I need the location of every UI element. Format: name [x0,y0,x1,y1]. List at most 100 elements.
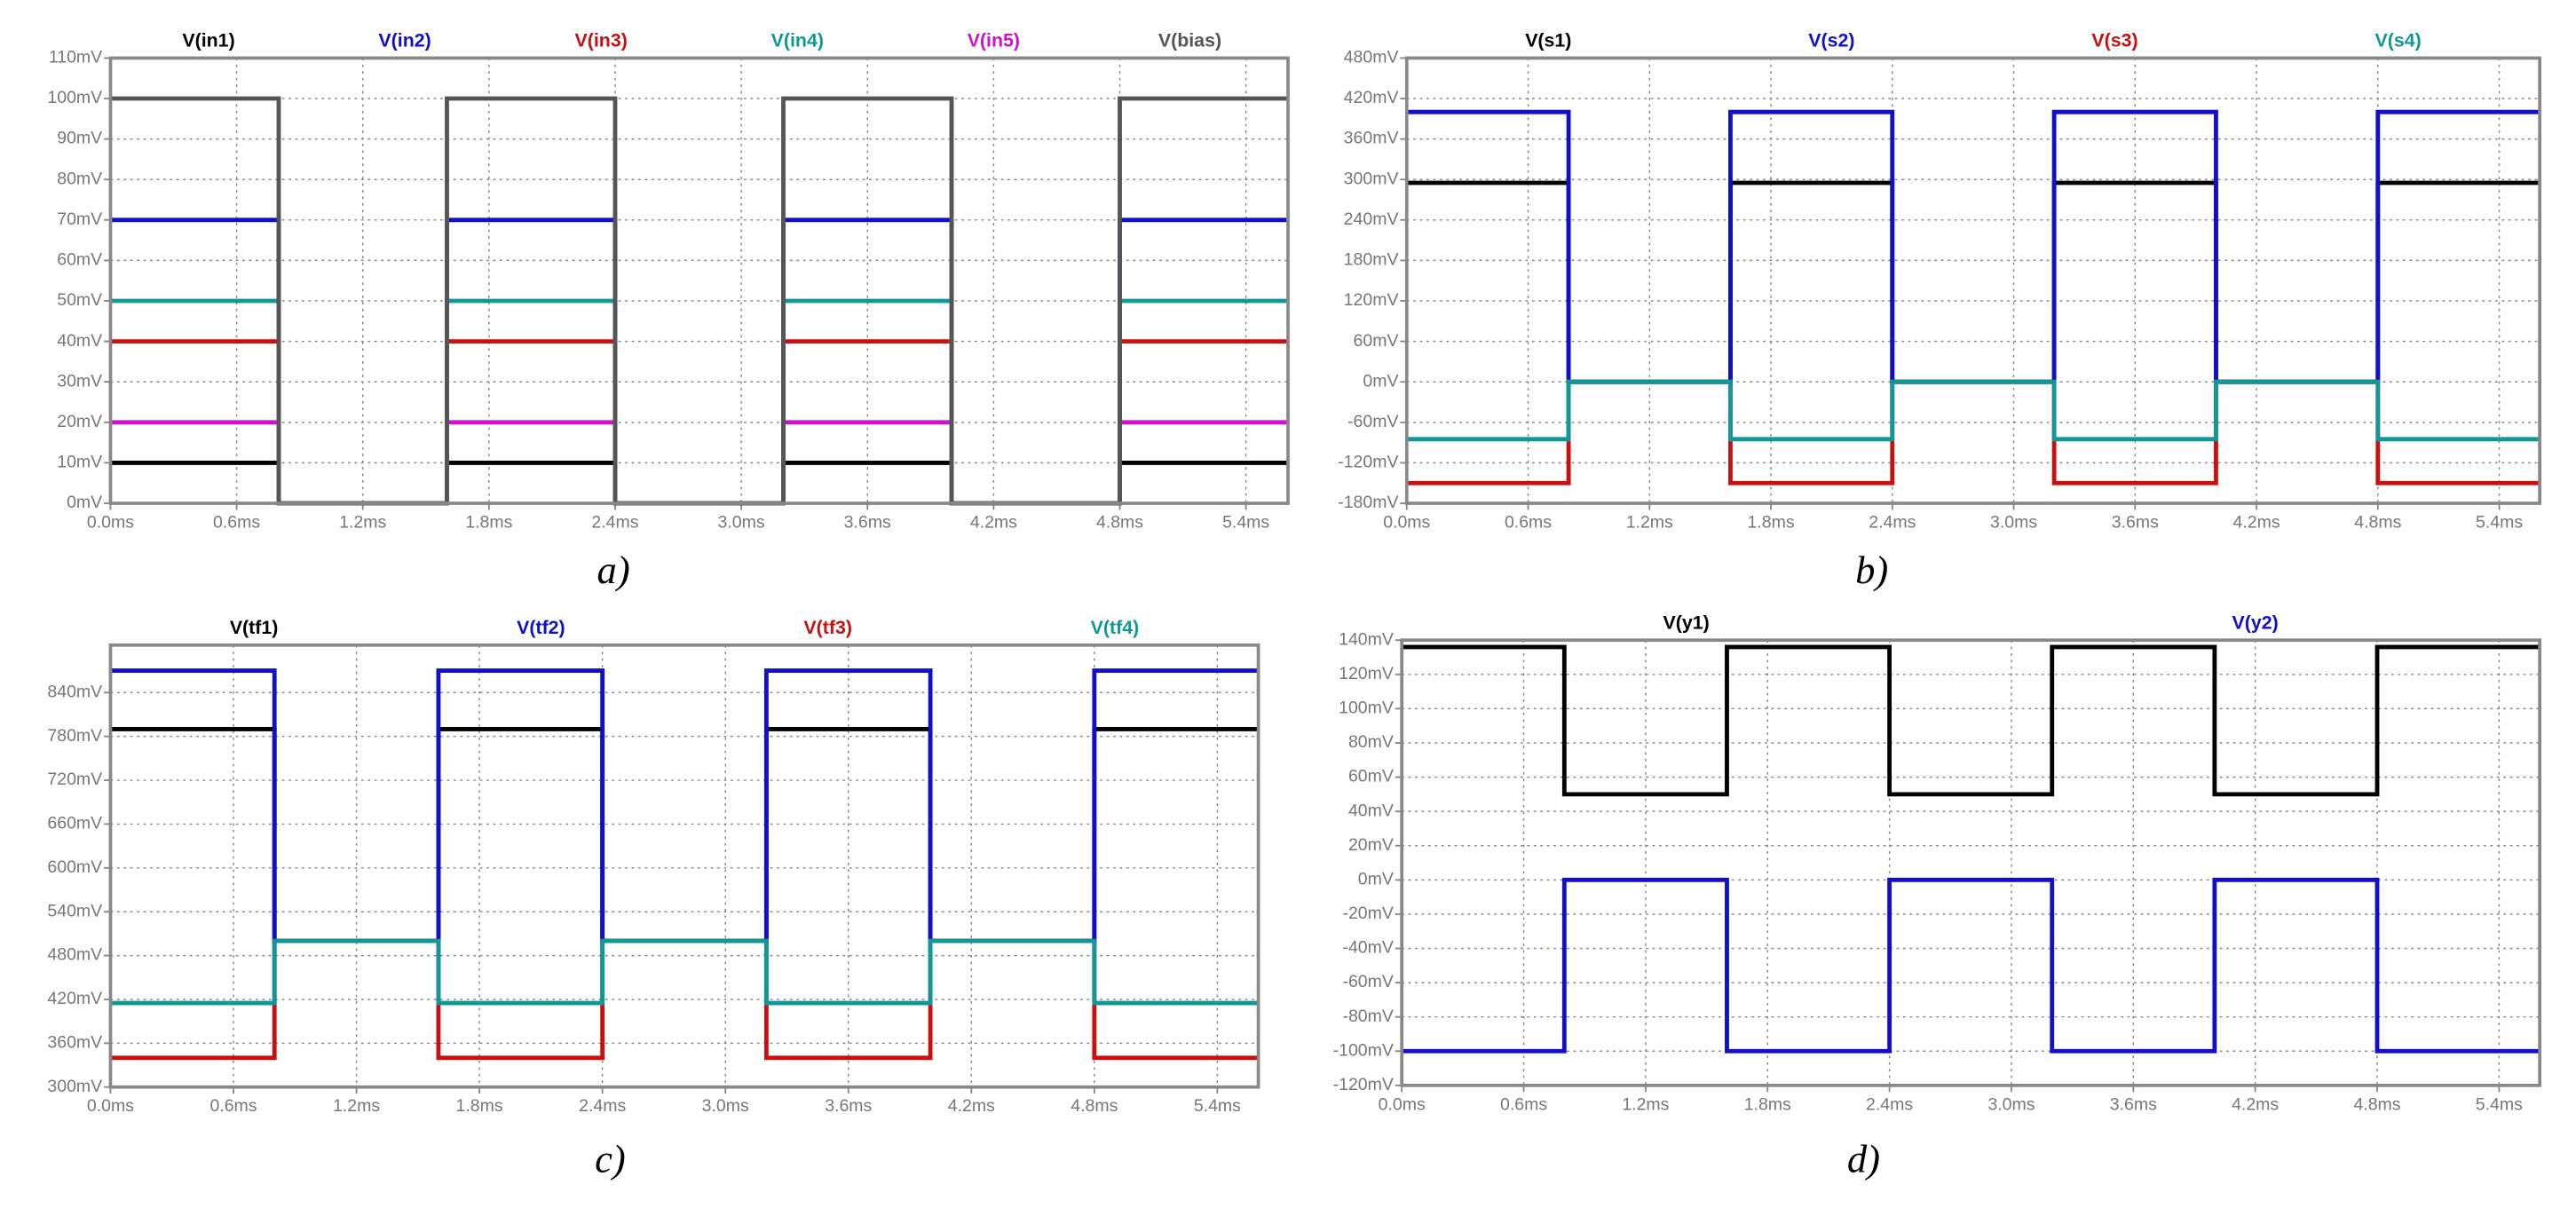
x-tick-label: 4.8ms [1071,1096,1118,1116]
legend-entry: V(tf1) [230,617,279,638]
x-tick-label: 0.6ms [1505,512,1552,532]
y-tick-label: 40mV [57,331,102,351]
x-tick-label: 3.0ms [702,1096,749,1116]
plot-frame [1404,56,2541,505]
y-tick-label: 120mV [1344,290,1399,310]
y-tick-label: 240mV [1344,209,1399,229]
chart-panel: -120mV -100mV -80mV -60mV -40mV -20mV 0mV 20mV 4… [1333,612,2541,1180]
y-tick-label: 840mV [47,682,102,701]
legend-entry: V(tf2) [517,617,565,638]
x-tick-label: 4.8ms [2354,512,2401,532]
y-tick-label: 60mV [1354,331,1399,351]
y-tick-label: 180mV [1344,250,1399,270]
legend-entry: V(s4) [2375,29,2421,51]
y-tick-label: 20mV [57,412,102,431]
y-tick-label: 90mV [57,129,102,148]
plot-frame [108,56,1290,505]
y-tick-label: 0mV [1363,371,1398,391]
x-tick-label: 4.2ms [970,512,1017,532]
x-tick-label: 1.8ms [1744,1094,1791,1114]
y-tick-label: 360mV [1344,129,1399,148]
y-tick-label: -80mV [1342,1007,1393,1026]
y-tick-label: 40mV [1348,801,1394,820]
y-tick-label: -60mV [1347,412,1398,431]
x-tick-label: 4.2ms [2232,1094,2279,1114]
y-tick-label: 10mV [57,453,102,472]
legend-entry: V(s3) [2091,29,2137,51]
legend-entry: V(y1) [1663,612,1710,633]
x-tick-label: 4.8ms [2353,1094,2400,1114]
y-tick-label: -20mV [1342,904,1393,923]
y-tick-label: -60mV [1342,972,1393,991]
legend-entry: V(bias) [1158,29,1221,51]
y-tick-label: 100mV [1339,699,1394,718]
y-tick-label: 30mV [57,371,102,391]
x-tick-label: 5.4ms [1194,1096,1241,1116]
x-tick-label: 4.2ms [2232,512,2280,532]
chart-panel: 300mV 360mV 420mV 480mV 540mV 600mV 660mV 720mV… [47,617,1260,1180]
y-tick-label: 0mV [67,493,102,512]
plot-area [1402,640,2540,1086]
chart-panel: 0mV 10mV 20mV 30mV 40mV 50mV 60mV 70mV 80mV 90mV 1… [47,29,1290,592]
plot-frame [1400,638,2541,1087]
x-tick-label: 2.4ms [1869,512,1916,532]
x-tick-label: 0.0ms [87,1096,134,1116]
x-tick-label: 0.6ms [213,512,260,532]
plot-frame [108,643,1260,1089]
x-tick-label: 1.8ms [465,512,512,532]
plot-area [1406,58,2540,504]
y-tick-label: 300mV [47,1077,102,1096]
x-tick-label: 1.2ms [1622,1094,1669,1114]
y-tick-label: -40mV [1342,938,1393,958]
y-tick-label: 600mV [47,857,102,877]
y-tick-label: -180mV [1338,493,1398,512]
x-tick-label: 4.8ms [1096,512,1143,532]
series-line [110,938,1259,1006]
x-tick-label: 0.6ms [209,1096,257,1116]
panel-caption: a) [597,548,630,592]
y-tick-label: 120mV [1339,664,1394,683]
y-tick-label: 60mV [57,250,102,270]
x-tick-label: 0.0ms [1383,512,1430,532]
y-tick-label: 360mV [47,1032,102,1052]
legend-entry: V(tf4) [1091,617,1140,638]
legend-entry: V(tf3) [803,617,852,638]
y-tick-label: 420mV [1344,88,1399,107]
chart-panel: -180mV -120mV -60mV 0mV 60mV 120mV 180mV 240mV 3… [1338,29,2541,592]
y-tick-label: 100mV [47,88,102,107]
legend-entry: V(y2) [2232,612,2279,633]
y-tick-label: 140mV [1339,629,1394,649]
x-tick-label: 0.0ms [87,512,134,532]
y-tick-label: 80mV [1348,732,1394,752]
y-tick-label: 60mV [1348,767,1394,786]
panel-caption: d) [1847,1136,1880,1180]
y-tick-label: 300mV [1344,169,1399,188]
y-tick-label: 660mV [47,814,102,833]
panel-caption: b) [1855,548,1888,592]
x-tick-label: 2.4ms [579,1096,626,1116]
x-tick-label: 3.6ms [825,1096,872,1116]
legend-entry: V(in3) [575,29,628,51]
y-tick-label: 480mV [1344,48,1399,67]
legend-entry: V(in2) [378,29,431,51]
y-tick-label: 540mV [47,901,102,920]
x-tick-label: 1.2ms [339,512,386,532]
x-tick-label: 5.4ms [2476,512,2523,532]
y-tick-label: 80mV [57,169,102,188]
x-tick-label: 1.2ms [1626,512,1673,532]
x-tick-label: 3.6ms [2112,512,2159,532]
x-tick-label: 3.6ms [2110,1094,2157,1114]
y-tick-label: 480mV [47,945,102,965]
series-line [1402,644,2540,797]
x-tick-label: 4.2ms [948,1096,995,1116]
legend-entry: V(in5) [968,29,1020,51]
x-tick-label: 3.0ms [718,512,765,532]
x-tick-label: 0.0ms [1379,1094,1426,1114]
x-tick-label: 3.0ms [1987,1094,2035,1114]
x-tick-label: 3.0ms [1990,512,2037,532]
x-tick-label: 1.8ms [1747,512,1794,532]
y-tick-label: 720mV [47,770,102,789]
x-tick-label: 1.8ms [456,1096,503,1116]
series-line [1402,877,2540,1054]
y-tick-label: 0mV [1358,869,1394,888]
